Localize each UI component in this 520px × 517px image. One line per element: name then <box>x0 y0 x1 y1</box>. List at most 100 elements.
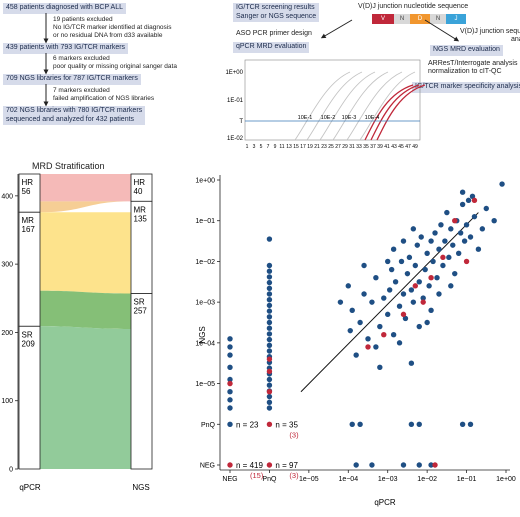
scatter-point <box>448 226 454 232</box>
scatter-point <box>459 201 466 208</box>
pcr-xtick: 39 <box>377 144 383 150</box>
scatter-point-neg <box>227 352 233 358</box>
scatter-ytick: PnQ <box>201 422 216 429</box>
scatter-point-pnq <box>266 285 273 291</box>
flow-exclusion-2: 6 markers excluded poor quality or missi… <box>53 55 177 70</box>
scatter-point-neg-row-red <box>432 462 438 468</box>
scatter-point <box>450 242 456 248</box>
scatter-count-sub: (15) <box>250 471 264 480</box>
scatter-point <box>444 209 450 216</box>
scatter-ytick: 1e−04 <box>195 340 215 347</box>
pcr-xtick: 1 <box>246 144 249 150</box>
scatter-point-red <box>440 254 446 261</box>
scatter-point-pnq-row <box>408 421 415 427</box>
pcr-curve-sample <box>364 84 414 141</box>
scatter-point-neg-row <box>369 462 375 468</box>
scatter-ytick: 1e−02 <box>195 259 215 266</box>
sankey-ytick: 400 <box>1 193 13 200</box>
scatter-point <box>347 327 353 334</box>
scatter-point-corner <box>266 421 273 427</box>
scatter-point <box>463 222 470 228</box>
scatter-point-pnq-row <box>467 421 474 427</box>
pcr-xtick: 45 <box>398 144 404 150</box>
scatter-point-red <box>365 344 371 350</box>
scatter-point <box>424 319 430 326</box>
aso-label: ASO PCR primer design <box>236 30 312 37</box>
scatter-point <box>475 246 482 252</box>
flow-mr-sr <box>40 290 131 330</box>
scatter-point-red <box>400 311 407 318</box>
scatter-point <box>392 279 399 285</box>
scatter-point-red <box>420 299 426 305</box>
scatter-point <box>491 218 497 224</box>
scatter-point <box>408 360 415 366</box>
scatter-xtick: 1e−05 <box>299 476 319 483</box>
scatter-point <box>446 254 452 261</box>
workflow-arrows <box>320 19 460 42</box>
scatter-point <box>440 262 446 269</box>
flow-hr-mr <box>40 201 131 213</box>
scatter-xtick: 1e+00 <box>496 476 516 483</box>
scatter-count-annotation: n = 97 <box>275 461 298 470</box>
scatter-point-red <box>428 275 434 281</box>
segment-n2: N <box>430 14 446 24</box>
scatter-count-sub: (3) <box>289 430 299 439</box>
scatter-point-pnq <box>266 308 273 314</box>
sankey-node-left-count: 167 <box>22 225 36 234</box>
scatter-point-pnq-row <box>349 421 355 427</box>
sankey-ytick: 300 <box>1 262 13 269</box>
scatter-point <box>422 266 428 273</box>
flow-box-libraries: 709 NGS libraries for 787 IG/TCR markers <box>3 74 141 85</box>
scatter-point-pnq <box>266 302 273 309</box>
scatter-ytick: 1e−05 <box>195 381 215 388</box>
sankey-xlabel-ngs: NGS <box>132 483 149 492</box>
scatter-point <box>452 270 458 277</box>
scatter-point-pnq <box>266 336 273 343</box>
pcr-dilution-label: 10E-2 <box>321 115 336 121</box>
scatter-point <box>357 319 363 326</box>
scatter-point <box>373 275 379 281</box>
sankey-xlabel-qpcr: qPCR <box>19 483 41 492</box>
pcr-dilution-label: 10E-4 <box>365 115 380 121</box>
sankey-ytick: 200 <box>1 330 13 337</box>
scatter-point <box>436 246 442 252</box>
scatter-point-pnq <box>266 325 273 331</box>
scatter-point <box>459 189 466 195</box>
screening-box: IG/TCR screening results Sanger or NGS s… <box>233 3 320 22</box>
scatter-point <box>406 254 413 261</box>
scatter-point-pnq <box>266 348 273 354</box>
vdj-junction-bar: V N D N J <box>372 14 466 24</box>
pcr-curve <box>346 71 403 141</box>
scatter-point <box>400 238 407 244</box>
scatter-point-pnq <box>266 399 273 405</box>
sankey-title: MRD Stratification <box>32 161 105 171</box>
pcr-amplification-plot: 1E+00 1E-01 T 1E-02 1 3 5 7 9 11 13 15 17 19 21 23 25 27… <box>225 58 426 158</box>
pcr-dilution-label: 10E-1 <box>298 115 313 121</box>
scatter-point <box>404 270 411 277</box>
scatter-point-pnq <box>266 331 273 337</box>
scatter-point <box>385 258 391 265</box>
pcr-xtick: 33 <box>356 144 362 150</box>
scatter-point-pnq <box>266 342 273 348</box>
pcr-xtick: 7 <box>267 144 270 150</box>
scatter-point <box>424 250 430 256</box>
scatter-point-pnq <box>266 262 273 269</box>
scatter-point-corner <box>227 421 233 427</box>
scatter-point <box>426 283 432 289</box>
pcr-curve <box>294 71 351 141</box>
pcr-xtick: 37 <box>370 144 376 150</box>
sankey-node-right-sr <box>130 293 153 470</box>
scatter-point <box>436 291 442 297</box>
scatter-point-pnq <box>266 297 273 303</box>
ngs-vs-qpcr-scatter: NGS qPCR NEG PnQ 1e−05 1e−04 1e−03 1e−02 1e−01… <box>175 160 520 517</box>
sankey-node-left-label: HR <box>22 178 34 187</box>
scatter-point-neg-row <box>428 462 434 468</box>
scatter-point-red <box>412 283 419 289</box>
scatter-point-corner <box>227 462 233 468</box>
scatter-point <box>388 266 395 273</box>
segment-d: D <box>410 14 430 24</box>
pcr-ytick: 1E-01 <box>227 98 244 104</box>
sankey-ytick: 100 <box>1 398 13 405</box>
ngs-eval-box: NGS MRD evaluation <box>430 45 503 56</box>
sankey-node-left-count: 56 <box>22 187 31 196</box>
